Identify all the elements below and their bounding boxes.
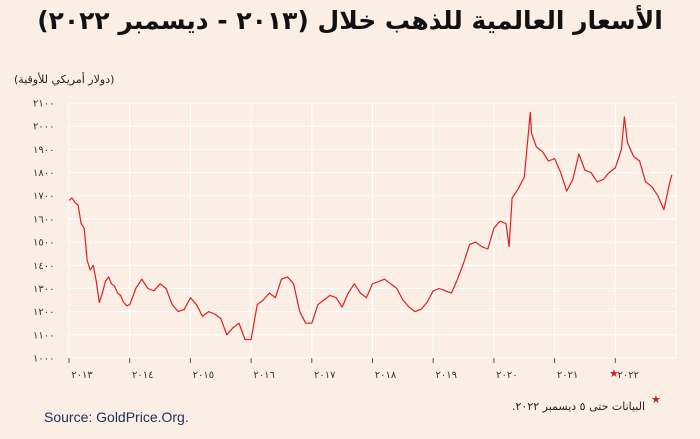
y-tick-label: ١٧٠٠ [33,191,54,202]
y-tick-label: ٢١٠٠ [33,99,54,110]
gold-price-line [68,111,673,341]
y-tick-label: ١٠٠٠ [33,354,54,365]
x-tick-label: ٢٠١٨ [375,370,397,381]
x-tick-label: ٢٠١٦ [253,370,274,381]
x-tick-label: ٢٠١٥ [193,370,214,381]
y-tick-label: ٢٠٠٠ [33,122,54,133]
x-tick-label: ٢٠٢٢ [618,370,639,381]
y-axis-unit-label: (دولار أمريكي للأوقية) [14,73,115,86]
y-tick-label: ١٦٠٠ [33,214,54,225]
x-tick-label: ٢٠٢٠ [496,370,517,381]
y-tick-label: ١٩٠٠ [33,145,54,156]
chart-title: الأسعار العالمية للذهب خلال (٢٠١٣ - ديسم… [37,6,663,35]
star-marker-2022: ★ [609,367,619,380]
y-axis-ticks: ١٠٠٠ ١١٠٠ ١٢٠٠ ١٣٠٠ ١٤٠٠ ١٥٠٠ ١٦٠٠ ١٧٠٠ ١٨٠٠ ١٩٠٠… [33,99,54,365]
x-tick-label: ٢٠١٣ [71,370,93,381]
x-tick-label: ٢٠١٧ [314,370,336,381]
source-credit: Source: GoldPrice.Org. [44,409,189,425]
y-tick-label: ١٤٠٠ [33,261,54,272]
y-tick-label: ١٢٠٠ [33,307,54,318]
star-marker-note: ★ [651,393,661,406]
y-tick-label: ١١٠٠ [33,330,54,341]
x-axis-ticks: ٢٠١٣ ٢٠١٤ ٢٠١٥ ٢٠١٦ ٢٠١٧ ٢٠١٨ ٢٠١٩ ٢٠٢٠ ٢٠٢١ ٢٠٢٢ [68,358,639,381]
x-tick-label: ٢٠٢١ [557,370,578,381]
y-tick-label: ١٨٠٠ [33,168,54,179]
y-tick-label: ١٥٠٠ [33,238,54,249]
x-tick-label: ٢٠١٤ [132,370,153,381]
y-tick-label: ١٣٠٠ [33,284,54,295]
grid-lines [68,102,677,359]
x-tick-label: ٢٠١٩ [435,370,456,381]
data-note: البيانات حتى ٥ ديسمبر ٢٠٢٢. [512,400,646,413]
